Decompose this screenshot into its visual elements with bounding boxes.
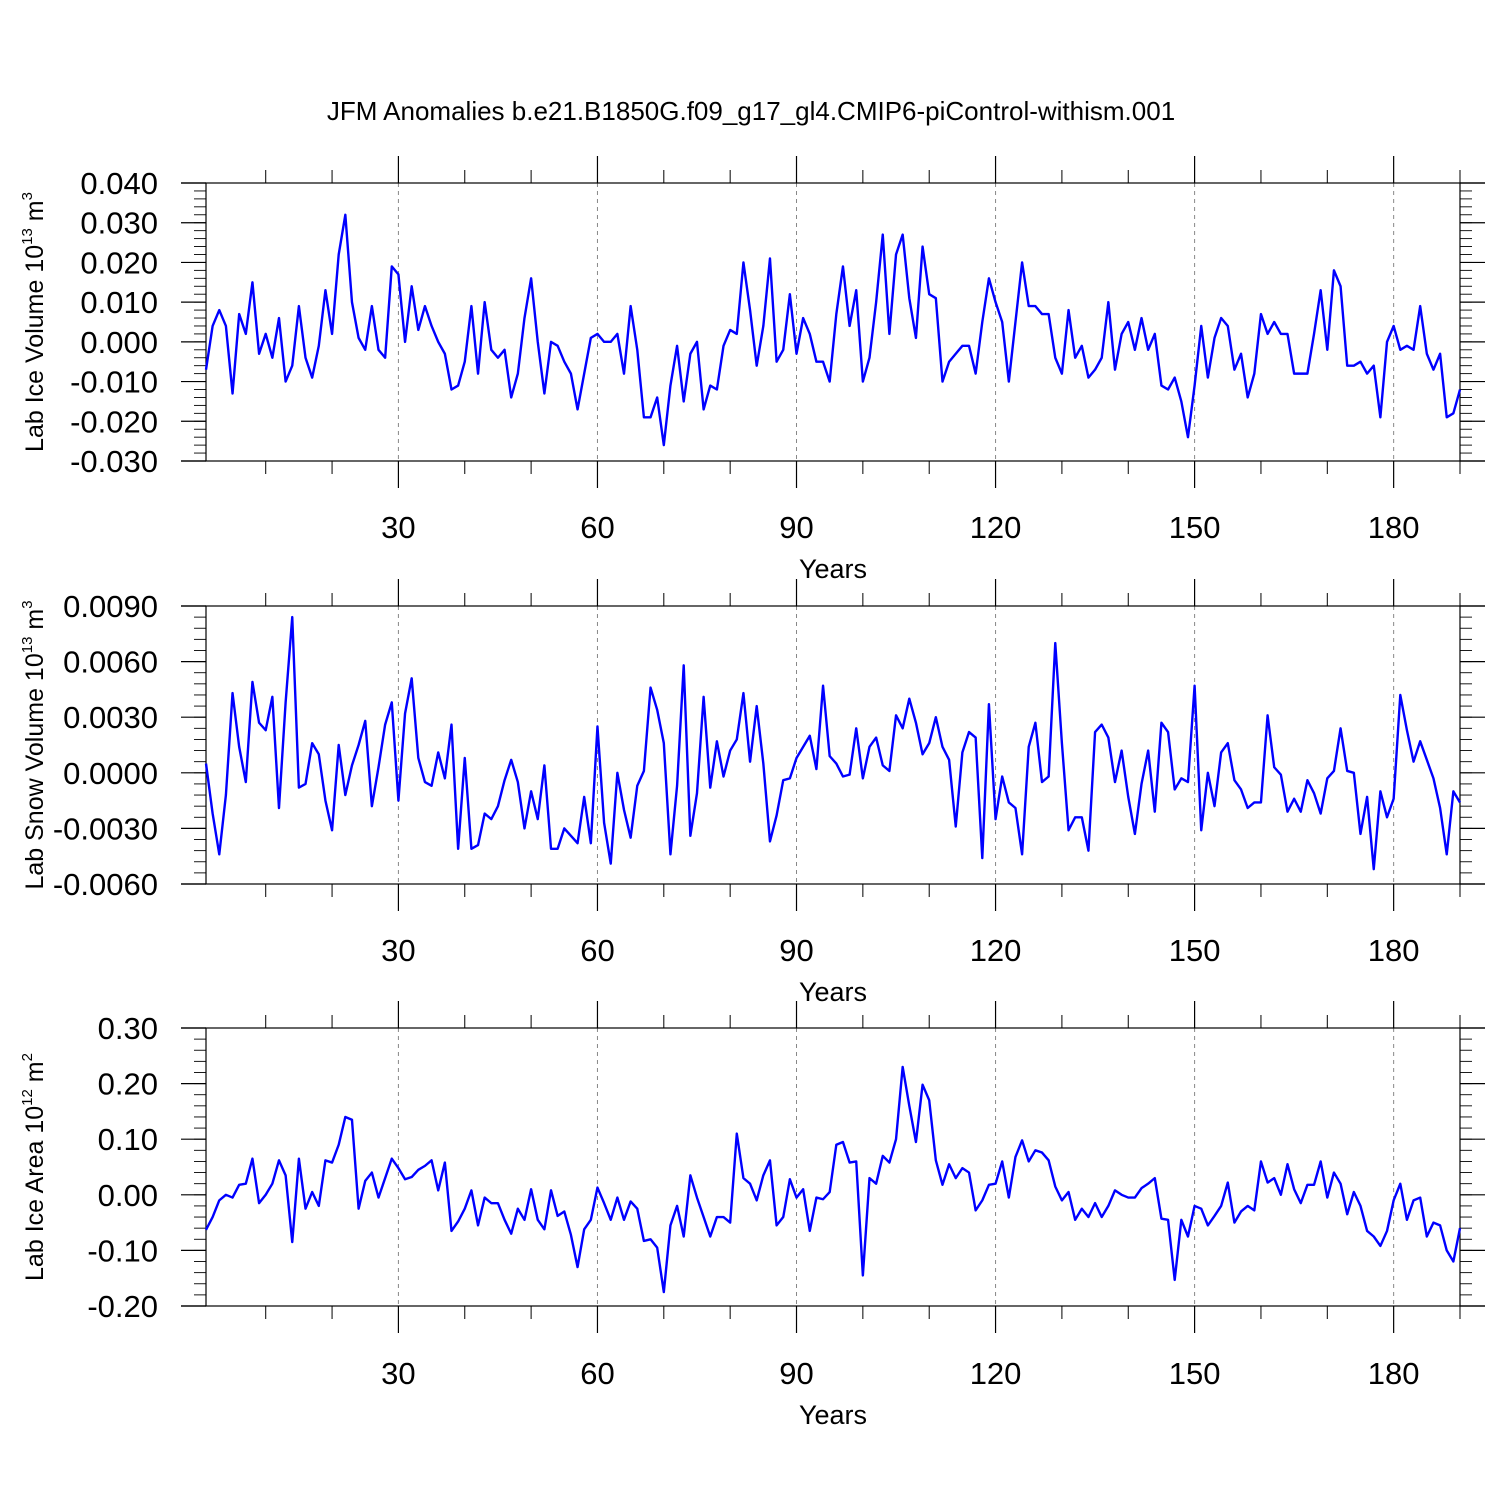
y-tick-label: 0.020 xyxy=(80,245,158,280)
y-tick-label: 0.10 xyxy=(98,1122,158,1157)
y-axis-label: Lab Snow Volume 1013 m3 xyxy=(19,600,49,889)
series-points xyxy=(205,214,1461,446)
x-tick-label: 180 xyxy=(1368,933,1420,968)
y-axis-label-unit-exponent: 3 xyxy=(19,192,36,200)
y-axis-label: Lab Ice Volume 1013 m3 xyxy=(19,192,49,452)
y-tick-label: -0.0060 xyxy=(53,867,158,902)
y-tick-label: -0.010 xyxy=(70,365,158,400)
y-tick-label: 0.00 xyxy=(98,1178,158,1213)
panel-ice-volume: 30 60 90 120 150 180 -0.030 -0.020 -0.010 0.000 0.… xyxy=(19,156,1485,584)
series-points xyxy=(205,1066,1461,1293)
y-tick-label: 0.030 xyxy=(80,206,158,241)
x-tick-label: 60 xyxy=(580,933,614,968)
y-tick-label: 0.0030 xyxy=(63,700,158,735)
x-tick-label: 180 xyxy=(1368,1356,1420,1391)
x-tick-label: 90 xyxy=(779,510,813,545)
x-tick-label: 120 xyxy=(970,510,1022,545)
y-axis-label: Lab Ice Area 1012 m2 xyxy=(19,1053,49,1281)
x-tick-label: 150 xyxy=(1169,1356,1221,1391)
y-axis-label-main: Lab Snow Volume 10 xyxy=(21,653,49,889)
y-tick-label: -0.030 xyxy=(70,444,158,479)
x-axis-label: Years xyxy=(799,977,867,1007)
x-tick-label: 60 xyxy=(580,510,614,545)
series-line xyxy=(204,615,1462,871)
y-tick-label: 0.040 xyxy=(80,166,158,201)
y-tick-label: 0.010 xyxy=(80,285,158,320)
y-tick-label: 0.0090 xyxy=(63,589,158,624)
x-axis-label: Years xyxy=(799,554,867,584)
x-tick-label: 150 xyxy=(1169,510,1221,545)
x-tick-label: 90 xyxy=(779,1356,813,1391)
y-tick-label: 0.0000 xyxy=(63,756,158,791)
x-tick-label: 30 xyxy=(381,933,415,968)
chart-title: JFM Anomalies b.e21.B1850G.f09_g17_gl4.C… xyxy=(327,96,1175,126)
chart-panels: 30 60 90 120 150 180 -0.030 -0.020 -0.010 0.000 0.… xyxy=(19,156,1485,1430)
plot-frame xyxy=(205,182,1461,462)
y-axis-label-exponent: 13 xyxy=(19,637,36,654)
y-tick-label: -0.020 xyxy=(70,404,158,439)
y-tick-label: -0.20 xyxy=(87,1289,158,1324)
y-axis-label-main: Lab Ice Volume 10 xyxy=(21,245,49,452)
y-axis-label-unit-exponent: 2 xyxy=(19,1053,36,1061)
panel-snow-volume: 30 60 90 120 150 180 -0.0060 -0.0030 0.0000 0.003… xyxy=(19,579,1485,1007)
y-axis-label-unit: m xyxy=(21,1061,49,1089)
plot-frame xyxy=(205,605,1461,885)
x-tick-label: 90 xyxy=(779,933,813,968)
y-axis-label-exponent: 13 xyxy=(19,228,36,245)
y-axis-label-exponent: 12 xyxy=(19,1089,36,1106)
y-axis-label-main: Lab Ice Area 10 xyxy=(21,1106,49,1281)
x-tick-label: 30 xyxy=(381,1356,415,1391)
x-tick-label: 30 xyxy=(381,510,415,545)
series-line xyxy=(204,213,1462,447)
y-tick-label: 0.0060 xyxy=(63,645,158,680)
x-tick-label: 180 xyxy=(1368,510,1420,545)
y-axis-label-unit-exponent: 3 xyxy=(19,600,36,608)
y-tick-label: 0.20 xyxy=(98,1067,158,1102)
x-axis-label: Years xyxy=(799,1400,867,1430)
x-tick-label: 120 xyxy=(970,1356,1022,1391)
y-tick-label: -0.0030 xyxy=(53,811,158,846)
y-tick-label: 0.000 xyxy=(80,325,158,360)
y-tick-label: -0.10 xyxy=(87,1233,158,1268)
y-axis-label-unit: m xyxy=(21,609,49,637)
series-points xyxy=(205,617,1461,870)
x-tick-label: 60 xyxy=(580,1356,614,1391)
panel-ice-area: 30 60 90 120 150 180 -0.20 -0.10 0.00 0.10 0.20 0.3… xyxy=(19,1001,1485,1430)
y-tick-label: 0.30 xyxy=(98,1011,158,1046)
plot-frame xyxy=(205,1027,1461,1307)
x-tick-label: 120 xyxy=(970,933,1022,968)
y-axis-label-unit: m xyxy=(21,200,49,228)
x-tick-label: 150 xyxy=(1169,933,1221,968)
series-line xyxy=(204,1065,1462,1294)
